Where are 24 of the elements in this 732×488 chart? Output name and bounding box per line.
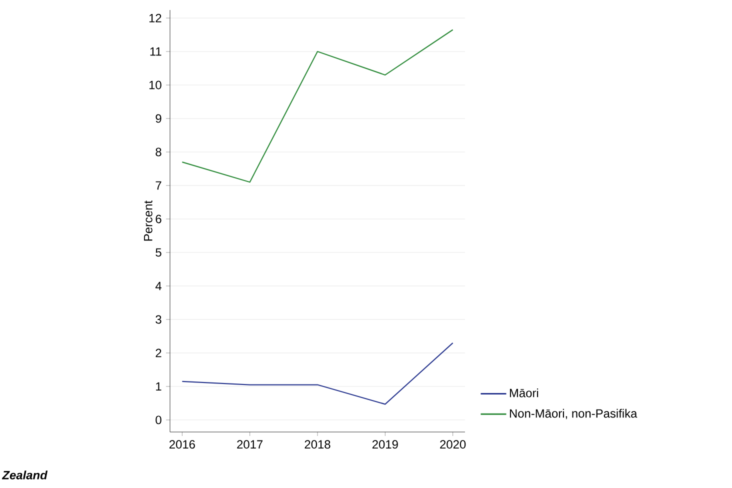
x-tick-label: 2017 [237,440,263,449]
y-tick-label: 4 [155,282,162,290]
y-tick-label: 1 [156,382,162,391]
line-series [182,342,454,405]
x-tick-label: 2020 [440,440,466,449]
y-tick-label: 3 [156,315,162,324]
legend-label: Non-Māori, non-Pasifika [510,408,638,420]
y-tick-label: 0 [156,416,162,424]
legend-label: Māori [510,388,538,398]
y-tick-label: 11 [150,47,162,56]
y-tick-label: 9 [156,114,162,123]
y-tick-label: 2 [156,348,162,358]
y-axis-title: Percent [144,200,152,241]
y-tick-label: 10 [149,80,162,90]
y-tick-label: 12 [149,14,162,22]
line-series [182,29,454,183]
text: Zealand [2,470,48,480]
x-tick-label: 2018 [304,440,330,449]
x-tick-label: 2016 [169,440,195,449]
y-tick-label: 8 [156,148,162,156]
y-tick-label: 7 [156,181,162,190]
y-tick-label: 6 [156,214,162,224]
x-tick-label: 2019 [372,440,398,449]
y-tick-label: 5 [156,248,162,257]
